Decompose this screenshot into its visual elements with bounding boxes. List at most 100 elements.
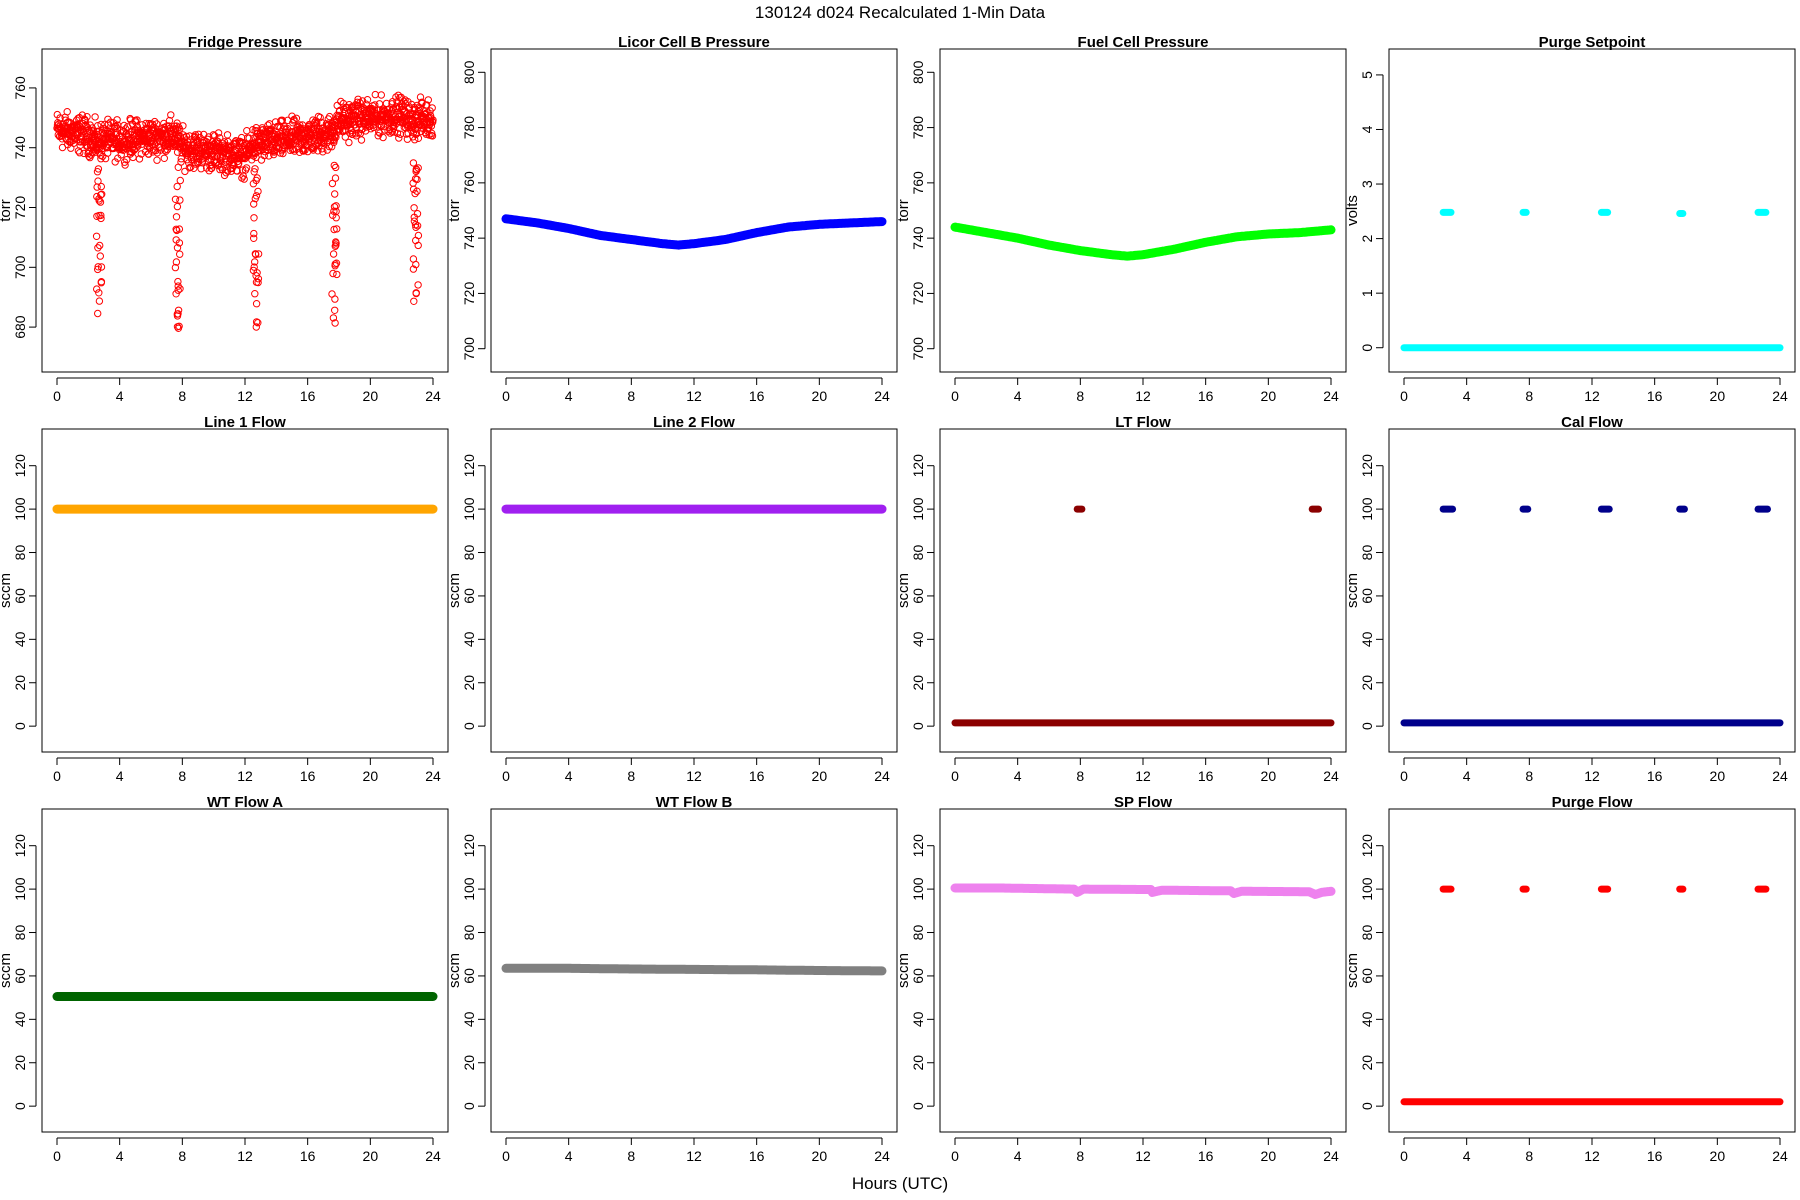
data-point	[172, 225, 180, 234]
panel-title: LT Flow	[1115, 414, 1171, 431]
x-tick-label: 20	[363, 768, 379, 784]
data-point	[289, 139, 298, 147]
plot-area	[53, 90, 437, 332]
y-tick-label: 60	[910, 588, 926, 604]
y-tick-label: 100	[461, 877, 477, 901]
plot-frame	[939, 808, 1347, 1133]
y-tick-label: 100	[910, 877, 926, 901]
x-tick-label: 4	[1014, 1148, 1022, 1164]
y-tick-label: 40	[910, 1011, 926, 1027]
y-axis-label: torr	[446, 199, 463, 222]
y-axis-label: sccm	[895, 573, 912, 608]
data-point	[96, 252, 105, 260]
data-point	[412, 289, 420, 297]
data-point	[93, 285, 101, 293]
panel-title: Line 1 Flow	[204, 414, 286, 431]
panel-title: Licor Cell B Pressure	[618, 34, 770, 51]
data-point	[414, 231, 423, 240]
data-point	[113, 116, 121, 124]
data-point	[332, 163, 340, 172]
x-tick-label: 20	[1710, 768, 1726, 784]
data-point	[104, 149, 112, 157]
x-tick-label: 0	[1400, 388, 1408, 404]
plot-frame	[490, 808, 898, 1133]
data-point	[207, 164, 216, 173]
x-tick-label: 20	[812, 768, 828, 784]
data-line	[950, 883, 1336, 899]
y-tick-label: 0	[12, 722, 28, 730]
x-tick-label: 8	[178, 768, 186, 784]
data-point	[160, 154, 169, 163]
x-tick-label: 0	[1400, 768, 1408, 784]
x-tick-label: 8	[1525, 768, 1533, 784]
y-tick-label: 80	[12, 925, 28, 941]
panel-title: SP Flow	[1114, 794, 1172, 811]
data-point	[357, 136, 366, 144]
data-point	[94, 122, 102, 130]
y-tick-label: 80	[1359, 925, 1375, 941]
x-tick-label: 4	[565, 1148, 573, 1164]
y-tick-label: 1	[1359, 289, 1375, 297]
plot-frame	[490, 48, 898, 373]
data-point	[325, 142, 333, 151]
data-point	[381, 126, 389, 134]
y-tick-label: 40	[461, 1011, 477, 1027]
y-tick-label: 80	[910, 545, 926, 561]
y-axis-label: sccm	[1344, 573, 1361, 608]
x-tick-label: 4	[1463, 1148, 1471, 1164]
data-point	[314, 112, 323, 121]
data-point	[179, 122, 187, 130]
y-tick-label: 740	[12, 136, 28, 160]
plot-frame	[41, 48, 449, 373]
data-point	[331, 306, 339, 314]
x-tick-label: 12	[686, 768, 702, 784]
data-point	[106, 118, 115, 126]
x-tick-label: 4	[1463, 388, 1471, 404]
data-point	[412, 129, 421, 137]
x-tick-label: 12	[1135, 768, 1151, 784]
x-tick-label: 0	[53, 768, 61, 784]
y-tick-label: 760	[12, 76, 28, 100]
data-point	[209, 131, 218, 139]
x-tick-label: 12	[1584, 388, 1600, 404]
y-axis-label: torr	[895, 199, 912, 222]
y-tick-label: 0	[910, 1102, 926, 1110]
data-point	[328, 143, 336, 151]
data-point	[173, 119, 181, 127]
data-point	[97, 155, 105, 163]
data-point	[223, 131, 232, 139]
plot-frame	[490, 428, 898, 753]
data-point	[93, 183, 101, 191]
data-point	[329, 314, 338, 322]
data-point	[97, 263, 106, 271]
data-point	[94, 177, 102, 185]
y-tick-label: 120	[1359, 454, 1375, 478]
y-tick-label: 60	[12, 968, 28, 984]
data-point	[411, 136, 419, 144]
y-tick-label: 80	[1359, 545, 1375, 561]
data-point	[410, 297, 418, 305]
data-point	[97, 120, 105, 129]
data-point	[328, 179, 337, 188]
data-point	[331, 319, 339, 327]
y-tick-label: 100	[1359, 497, 1375, 521]
data-point	[96, 241, 104, 250]
data-point	[172, 258, 181, 266]
y-tick-label: 120	[910, 834, 926, 858]
x-tick-label: 4	[565, 388, 573, 404]
data-point	[95, 289, 103, 297]
data-line	[501, 963, 887, 976]
y-tick-label: 0	[461, 722, 477, 730]
y-tick-label: 0	[461, 1102, 477, 1110]
chart-panel: LT Flow 0 4 8 12 16 20 24 0 20 40 60 80 100 120 sccm	[895, 414, 1347, 784]
y-tick-label: 20	[12, 1055, 28, 1071]
data-point	[113, 124, 122, 133]
data-point	[411, 189, 419, 198]
data-point	[63, 108, 71, 116]
y-tick-label: 100	[910, 497, 926, 521]
x-tick-label: 16	[1647, 1148, 1663, 1164]
y-tick-label: 80	[910, 925, 926, 941]
x-tick-label: 0	[502, 388, 510, 404]
data-point	[176, 196, 184, 204]
